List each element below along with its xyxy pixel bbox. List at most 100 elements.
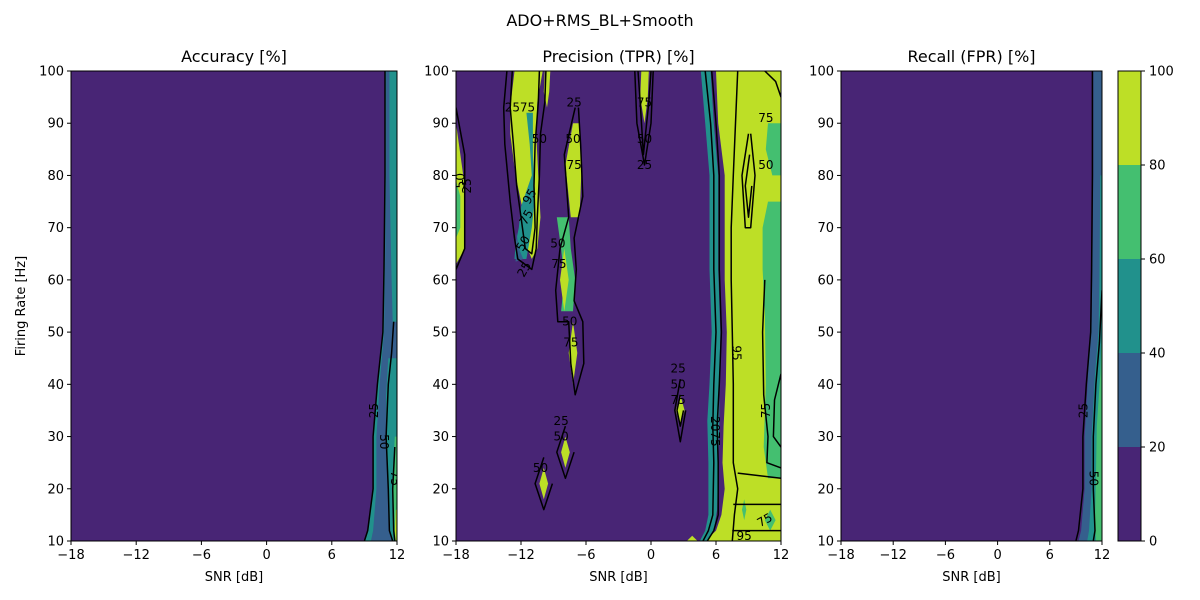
y-tick-label: 50 bbox=[47, 326, 64, 341]
contour-label: 50 bbox=[562, 315, 577, 329]
contour-line-9 bbox=[741, 133, 756, 229]
contour-label: 25 bbox=[670, 362, 685, 376]
y-tick-label: 80 bbox=[432, 169, 449, 184]
contour-label: 95 bbox=[730, 345, 744, 360]
contour-region-18 bbox=[561, 436, 570, 468]
colorbar: 0 20 40 60 80 100 bbox=[1117, 65, 1174, 550]
colorbar-tick-label: 60 bbox=[1149, 253, 1166, 268]
x-tick-label: −6 bbox=[576, 548, 595, 563]
contour-label: 50 bbox=[513, 233, 533, 253]
contour-line-18 bbox=[676, 394, 685, 427]
contour-label: 25 bbox=[553, 414, 568, 428]
x-axis-label: SNR [dB] bbox=[942, 570, 1000, 585]
y-tick-label: 40 bbox=[817, 378, 834, 393]
plot-area: 25 50 75 bbox=[71, 71, 402, 541]
x-tick-label: 12 bbox=[1094, 548, 1111, 563]
x-tick-label: −12 bbox=[122, 548, 149, 563]
contour-line-17 bbox=[674, 378, 687, 443]
contour-line-7 bbox=[730, 71, 739, 541]
contour-label: 75 bbox=[755, 510, 775, 530]
contour-label: 75 bbox=[637, 95, 652, 109]
contour-label: 25 bbox=[637, 158, 652, 172]
contour-region-12 bbox=[565, 123, 582, 218]
y-tick-label: 90 bbox=[817, 117, 834, 132]
y-tick-label: 70 bbox=[817, 221, 834, 236]
contour-label: 75 bbox=[520, 101, 535, 115]
panel-3: 25 50 −18 −12 −6 0 6 12 10 20 30 40 50 60 70 80 90 100 Rec… bbox=[809, 47, 1110, 585]
axes-frame bbox=[455, 70, 782, 542]
y-tick-label: 60 bbox=[817, 273, 834, 288]
contour-label: 50 bbox=[565, 132, 580, 146]
contour-region-9 bbox=[514, 112, 536, 259]
contour-label: 2075 bbox=[708, 416, 722, 447]
contour-line-13 bbox=[737, 472, 781, 480]
contour-line-3 bbox=[554, 107, 585, 396]
contour-region-2 bbox=[389, 71, 397, 322]
contour-line-1 bbox=[1092, 290, 1102, 541]
x-tick-label: 6 bbox=[712, 548, 720, 563]
contour-line-4 bbox=[637, 71, 652, 156]
contour-label: 50 bbox=[758, 158, 773, 172]
contour-label: 25 bbox=[505, 101, 520, 115]
y-tick-label: 50 bbox=[432, 326, 449, 341]
contour-label: 25 bbox=[566, 95, 581, 109]
colorbar-frame bbox=[1117, 70, 1142, 542]
contour-line-16 bbox=[634, 71, 654, 166]
y-tick-label: 30 bbox=[47, 430, 64, 445]
x-axis-label: SNR [dB] bbox=[205, 570, 263, 585]
contour-region-5 bbox=[699, 71, 721, 541]
contour-label: 95 bbox=[520, 186, 540, 206]
colorbar-swatch-4 bbox=[1118, 71, 1141, 165]
contour-label: 50 bbox=[453, 173, 467, 188]
contour-label: 25 bbox=[367, 403, 381, 418]
axes-frame bbox=[70, 70, 398, 542]
contour-line-1 bbox=[385, 321, 395, 541]
y-tick-label: 20 bbox=[432, 482, 449, 497]
contour-label: 75 bbox=[759, 403, 773, 418]
contour-line-0 bbox=[1075, 71, 1094, 541]
contour-line-2 bbox=[509, 71, 541, 255]
x-tick-label: 12 bbox=[389, 548, 406, 563]
colorbar-tick-label: 20 bbox=[1149, 441, 1166, 456]
background-level-0 bbox=[71, 71, 397, 541]
y-tick-label: 10 bbox=[47, 535, 64, 550]
contour-label: 50 bbox=[553, 430, 568, 444]
colorbar-tick-label: 100 bbox=[1149, 65, 1174, 80]
x-tick-label: −6 bbox=[192, 548, 211, 563]
contour-label: 50 bbox=[533, 461, 548, 475]
contour-line-10 bbox=[744, 154, 753, 218]
contour-label: 75 bbox=[566, 158, 581, 172]
contour-line-1 bbox=[502, 71, 547, 271]
x-tick-label: 0 bbox=[262, 548, 270, 563]
contour-label: 75 bbox=[563, 336, 578, 350]
y-tick-label: 80 bbox=[47, 169, 64, 184]
contour-region-2 bbox=[1095, 321, 1102, 541]
colorbar-swatch-1 bbox=[1118, 353, 1141, 447]
y-tick-label: 70 bbox=[47, 221, 64, 236]
contour-region-19 bbox=[539, 467, 549, 500]
contour-label: 75 bbox=[517, 207, 537, 227]
x-tick-label: −18 bbox=[442, 548, 469, 563]
contour-line-5 bbox=[702, 71, 717, 541]
contour-line-0 bbox=[456, 107, 466, 270]
contour-region-16 bbox=[640, 71, 649, 124]
y-tick-label: 30 bbox=[432, 430, 449, 445]
y-tick-label: 80 bbox=[817, 169, 834, 184]
contour-label: 75 bbox=[758, 111, 773, 125]
contour-label: 50 bbox=[532, 132, 547, 146]
y-tick-label: 10 bbox=[817, 535, 834, 550]
contour-label: 75 bbox=[388, 471, 402, 486]
contour-line-8 bbox=[764, 71, 781, 98]
plot-area: 25 50 bbox=[841, 71, 1102, 541]
contour-label: 25 bbox=[460, 178, 474, 193]
y-tick-label: 100 bbox=[39, 65, 64, 80]
y-tick-label: 30 bbox=[817, 430, 834, 445]
x-axis-label: SNR [dB] bbox=[589, 570, 647, 585]
panel-title: Precision (TPR) [%] bbox=[542, 47, 694, 66]
contour-label: 50 bbox=[377, 434, 391, 449]
y-tick-label: 90 bbox=[47, 117, 64, 132]
x-tick-label: −12 bbox=[507, 548, 534, 563]
